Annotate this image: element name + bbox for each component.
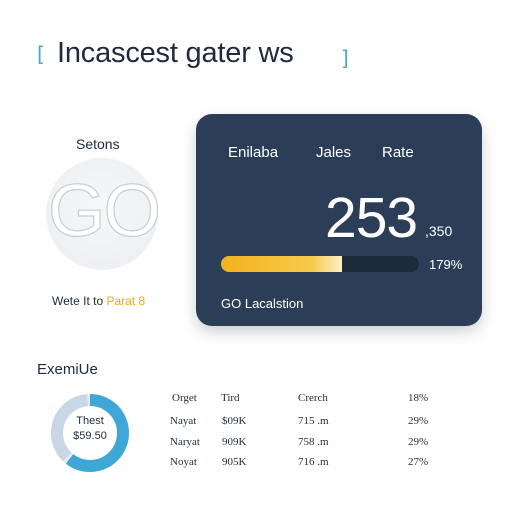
table-cell: 27% [408,456,429,468]
table-header-cell: Tird [221,392,240,404]
progress-bar [221,256,419,272]
go-logo: GO [47,169,161,252]
table-cell: 905K [222,456,247,468]
donut-center-label: Thest $59.50 [60,414,120,444]
title-bracket-right: ] [341,46,349,70]
logo-badge [46,158,158,270]
table-header-cell: Crerch [298,392,328,404]
card-footer: GO Lacalstion [221,296,304,311]
table-cell: Naryat [170,436,200,448]
title-bracket-left: [ [37,42,45,66]
logo-caption-accent[interactable]: Parat 8 [106,294,146,308]
donut-segment-secondary[interactable] [51,394,129,472]
small-value: ,350 [425,223,453,239]
big-value: 253 [325,186,418,250]
section-title: ExemiUe [37,361,98,378]
card-header-1[interactable]: Jales [316,144,352,161]
table-cell: 758 .m [298,436,329,448]
table-cell: $09K [222,415,247,427]
donut-chart [51,394,129,472]
page-title: Incascest gater ws [57,37,294,69]
card-header-0[interactable]: Enilaba [228,144,279,161]
table-cell: 909K [222,436,247,448]
card-header-2[interactable]: Rate [382,144,414,161]
logo-caption: Wete It to Parat 8 [52,294,145,308]
progress-fill [221,256,342,272]
table-cell: 715 .m [298,415,329,427]
donut-label-name: Thest [76,415,104,427]
table-cell: Noyat [170,456,197,468]
donut-segment-primary[interactable] [51,394,129,472]
table-header-cell: 18% [408,392,429,404]
table-header-cell: Orget [172,392,197,404]
table-cell: 29% [408,415,429,427]
stats-card: Enilaba Jales Rate 253 ,350 179% GO Laca… [196,114,482,326]
table-cell: 716 .m [298,456,329,468]
logo-caption-main: Wete It to [52,294,107,308]
logo-label: Setons [76,136,120,152]
donut-label-value: $59.50 [73,430,107,442]
progress-label: 179% [429,257,463,272]
table-cell: Nayat [170,415,197,427]
table-cell: 29% [408,436,429,448]
